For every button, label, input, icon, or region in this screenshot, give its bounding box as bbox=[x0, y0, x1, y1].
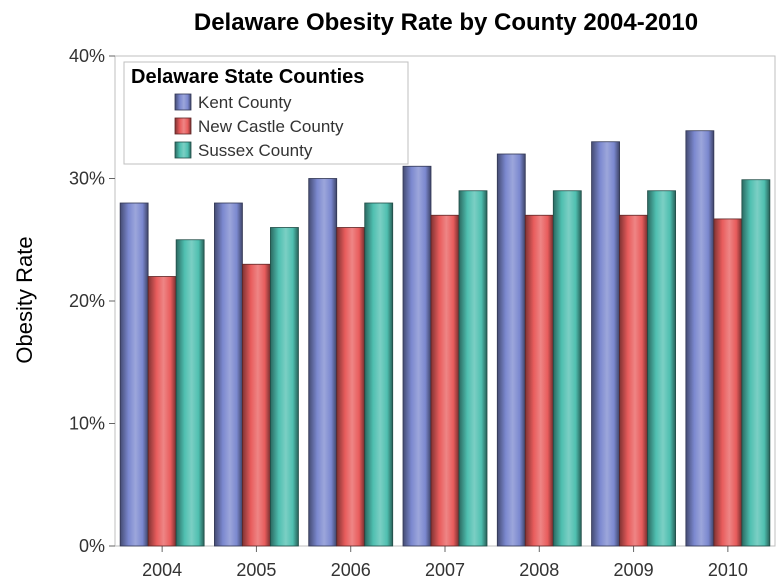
bar-sussex-county-2005 bbox=[270, 227, 299, 547]
x-tick-label: 2009 bbox=[614, 560, 654, 580]
legend-items: Kent County New Castle County Sussex Count… bbox=[174, 93, 344, 160]
x-tick-label: 2007 bbox=[425, 560, 465, 580]
x-tick-label: 2005 bbox=[236, 560, 276, 580]
bar-kent-county-2006 bbox=[308, 178, 338, 547]
legend-title: Delaware State Counties bbox=[131, 66, 364, 88]
legend-label: Kent County bbox=[198, 93, 292, 112]
bar-new-castle-county-2010 bbox=[713, 218, 743, 547]
bar-sussex-county-2009 bbox=[647, 190, 676, 547]
bar-new-castle-county-2008 bbox=[524, 214, 554, 547]
legend-swatch-sussex-county bbox=[174, 141, 192, 159]
bar-kent-county-2004 bbox=[119, 202, 149, 547]
x-tick-label: 2010 bbox=[708, 560, 748, 580]
y-tick-label: 10% bbox=[69, 414, 105, 434]
bar-sussex-county-2006 bbox=[364, 202, 394, 547]
legend-swatch-kent-county bbox=[174, 93, 192, 111]
bar-series-group bbox=[119, 130, 771, 547]
y-axis-label: Obesity Rate bbox=[12, 236, 37, 363]
legend-box bbox=[123, 61, 409, 165]
bar-kent-county-2009 bbox=[591, 141, 620, 547]
y-tick-label: 20% bbox=[69, 291, 105, 311]
x-tick-label: 2006 bbox=[331, 560, 371, 580]
bar-sussex-county-2010 bbox=[741, 179, 771, 547]
y-tick-label: 40% bbox=[69, 46, 105, 66]
bar-new-castle-county-2005 bbox=[242, 263, 271, 547]
y-tick-label: 30% bbox=[69, 169, 105, 189]
x-axis: 2004 2005 2006 2007 2008 2009 2010 bbox=[142, 546, 748, 580]
bar-sussex-county-2008 bbox=[552, 190, 582, 547]
legend-label: New Castle County bbox=[198, 117, 344, 136]
bar-sussex-county-2004 bbox=[175, 239, 205, 547]
bar-kent-county-2005 bbox=[214, 202, 243, 547]
bar-sussex-county-2007 bbox=[458, 190, 488, 547]
x-tick-label: 2008 bbox=[519, 560, 559, 580]
legend-swatch-new-castle-county bbox=[174, 117, 192, 135]
bar-kent-county-2007 bbox=[402, 165, 432, 547]
legend-label: Sussex County bbox=[198, 141, 313, 160]
x-tick-label: 2004 bbox=[142, 560, 182, 580]
bar-new-castle-county-2006 bbox=[336, 227, 366, 547]
y-axis: 0% 10% 20% 30% 40% bbox=[69, 46, 115, 556]
bar-kent-county-2010 bbox=[685, 130, 715, 547]
y-tick-label: 0% bbox=[79, 536, 105, 556]
legend: Delaware State Counties Kent County New C… bbox=[123, 61, 409, 165]
bar-new-castle-county-2004 bbox=[147, 276, 177, 547]
bar-new-castle-county-2009 bbox=[619, 214, 648, 547]
bar-new-castle-county-2007 bbox=[430, 214, 460, 547]
bar-kent-county-2008 bbox=[496, 153, 526, 547]
chart-title: Delaware Obesity Rate by County 2004-201… bbox=[194, 9, 698, 36]
